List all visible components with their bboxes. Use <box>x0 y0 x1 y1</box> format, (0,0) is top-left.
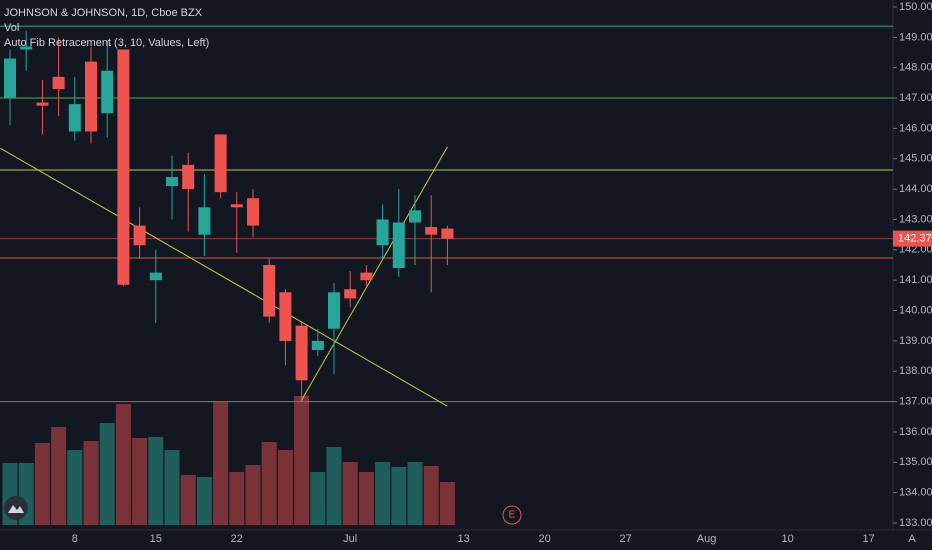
volume-bar <box>294 396 310 525</box>
candle-body <box>247 198 259 226</box>
y-tick-label: 141.00 <box>899 274 932 286</box>
x-tick-label: 10 <box>781 533 793 545</box>
candle-body <box>344 289 357 299</box>
legend-indicator: Vol <box>4 22 19 34</box>
volume-bar <box>115 404 131 525</box>
candle-body <box>214 134 227 193</box>
x-tick-label: 20 <box>538 533 550 545</box>
trend-line <box>301 146 448 401</box>
volume-bar <box>261 442 277 525</box>
y-tick-label: 139.00 <box>899 335 932 347</box>
candle-body <box>263 265 276 317</box>
x-tick-label: 15 <box>150 533 162 545</box>
candle-body <box>441 228 454 239</box>
volume-bar <box>67 450 83 525</box>
y-tick-label: 147.00 <box>899 92 932 104</box>
candle-body <box>133 225 146 246</box>
volume-bar <box>34 443 50 525</box>
candle-body <box>20 46 33 50</box>
y-tick-label: 146.00 <box>899 122 932 134</box>
x-tick-label: 27 <box>619 533 631 545</box>
volume-bar <box>391 467 407 525</box>
x-tick-label: 8 <box>72 533 78 545</box>
candle-body <box>328 292 340 329</box>
candle-body <box>117 49 130 285</box>
volume-bar <box>196 477 212 525</box>
volume-bar <box>407 462 423 525</box>
volume-bar <box>342 462 358 525</box>
y-tick-label: 140.00 <box>899 304 932 316</box>
auto-button[interactable]: A <box>908 533 916 545</box>
candle-body <box>101 70 114 114</box>
logo[interactable] <box>4 496 28 520</box>
volume-bar <box>358 472 374 525</box>
volume-bar <box>375 462 391 525</box>
last-price-label: 142.37 <box>898 232 932 244</box>
volume-bar <box>310 472 326 525</box>
candle-body <box>4 58 16 99</box>
y-tick-label: 136.00 <box>899 426 932 438</box>
candle-body <box>198 207 211 235</box>
candle-body <box>68 104 81 132</box>
legend-title: JOHNSON & JOHNSON, 1D, Cboe BZX <box>4 7 203 19</box>
trend-line <box>0 147 448 407</box>
candle-body <box>52 76 65 89</box>
candle-body <box>360 272 373 281</box>
volume-bar <box>148 437 164 525</box>
plot <box>0 25 893 525</box>
volume-bar <box>99 423 115 525</box>
x-tick-label: 13 <box>457 533 469 545</box>
volume-bar <box>213 402 229 525</box>
earnings-marker[interactable] <box>502 505 522 525</box>
volume-bar <box>164 450 180 525</box>
x-tick-label: 22 <box>231 533 243 545</box>
volume-bar <box>326 447 342 525</box>
candle-body <box>182 164 195 190</box>
volume-bar <box>229 472 245 525</box>
y-tick-label: 148.00 <box>899 62 932 74</box>
candle-body <box>149 272 162 281</box>
last-price-tag <box>893 230 932 247</box>
x-tick-label: Aug <box>697 533 717 545</box>
volume-bar <box>83 441 99 525</box>
y-tick-label: 133.00 <box>899 517 932 529</box>
x-tick-label: 17 <box>862 533 874 545</box>
y-tick-label: 144.00 <box>899 183 932 195</box>
logo-icon <box>8 505 24 513</box>
y-tick-label: 149.00 <box>899 31 932 43</box>
candle-body <box>166 176 178 187</box>
y-tick-label: 145.00 <box>899 153 932 165</box>
y-tick-label: 137.00 <box>899 395 932 407</box>
volume-bar <box>245 465 261 525</box>
x-tick-label: Jul <box>343 533 357 545</box>
volume-bar <box>51 427 67 525</box>
volume-bar <box>439 482 455 525</box>
candle-body <box>36 102 49 106</box>
volume-bar <box>180 475 196 525</box>
earnings-label: E <box>509 510 516 521</box>
candle-body <box>376 219 389 246</box>
y-tick-label: 143.00 <box>899 213 932 225</box>
y-tick-label: 138.00 <box>899 365 932 377</box>
y-tick-label: 142.00 <box>899 244 932 256</box>
volume-bar <box>132 438 148 525</box>
candle-body <box>425 227 438 235</box>
candle-body <box>392 222 405 269</box>
candle-body <box>295 325 308 381</box>
candle-body <box>311 340 324 350</box>
y-tick-label: 134.00 <box>899 487 932 499</box>
volume-bar <box>277 450 293 525</box>
y-tick-label: 135.00 <box>899 456 932 468</box>
candle-body <box>279 292 292 341</box>
y-tick-label: 150.00 <box>899 1 932 13</box>
candle-body <box>409 210 421 223</box>
legend-indicator: Auto Fib Retracement (3, 10, Values, Lef… <box>4 37 209 49</box>
candle-body <box>85 61 97 132</box>
candle-body <box>230 204 243 208</box>
volume-bar <box>423 466 439 525</box>
